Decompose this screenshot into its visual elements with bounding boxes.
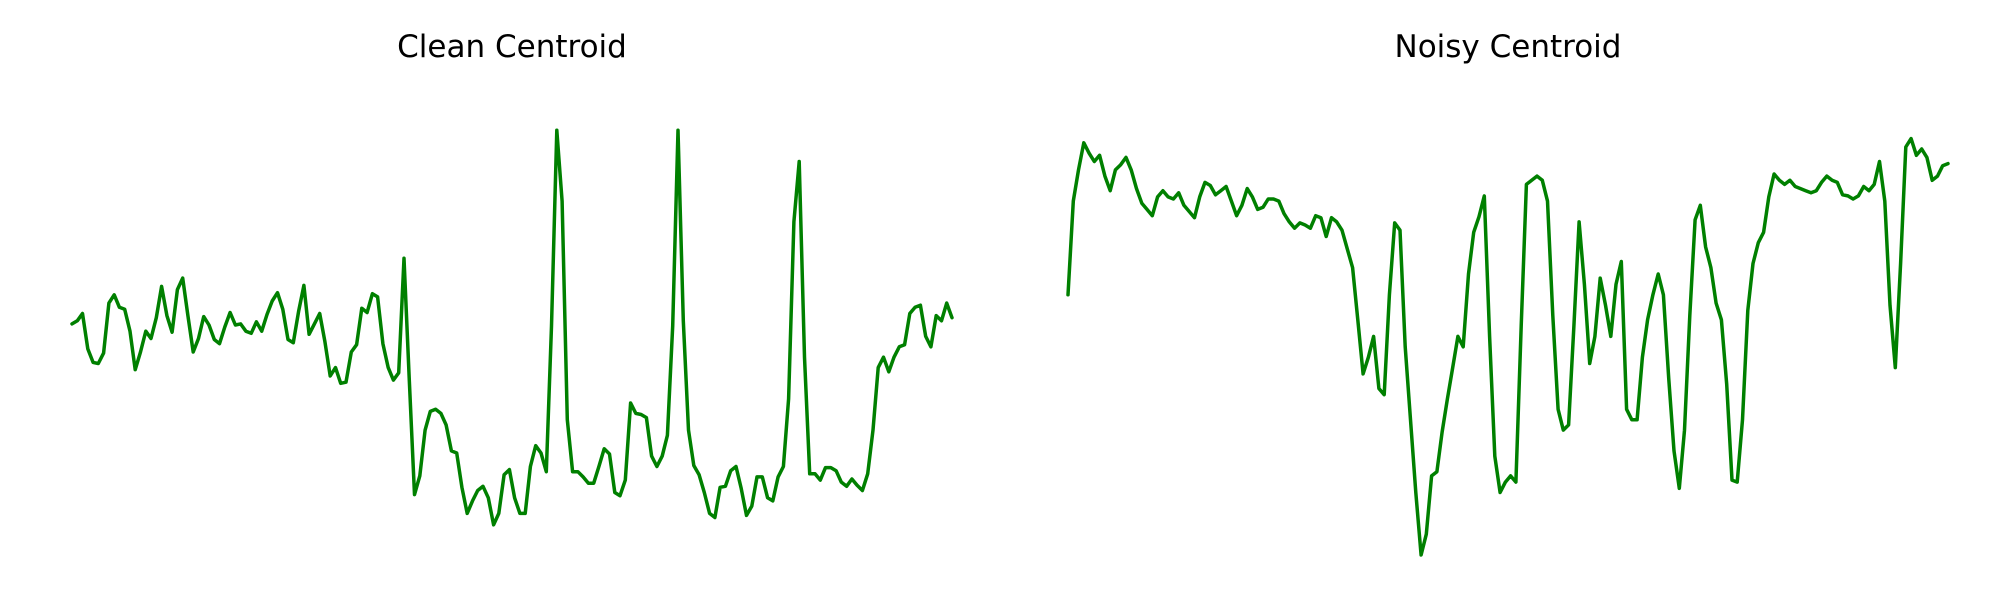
noisy-centroid-series [1066, 136, 1950, 557]
clean-centroid-title: Clean Centroid [397, 29, 627, 65]
noisy-centroid-chart: Noisy Centroid [1066, 29, 1950, 557]
noisy-centroid-title: Noisy Centroid [1395, 29, 1622, 65]
clean-centroid-chart: Clean Centroid [70, 29, 954, 527]
clean-centroid-line [70, 128, 954, 527]
clean-centroid-series [70, 128, 954, 527]
noisy-centroid-line [1066, 136, 1950, 557]
